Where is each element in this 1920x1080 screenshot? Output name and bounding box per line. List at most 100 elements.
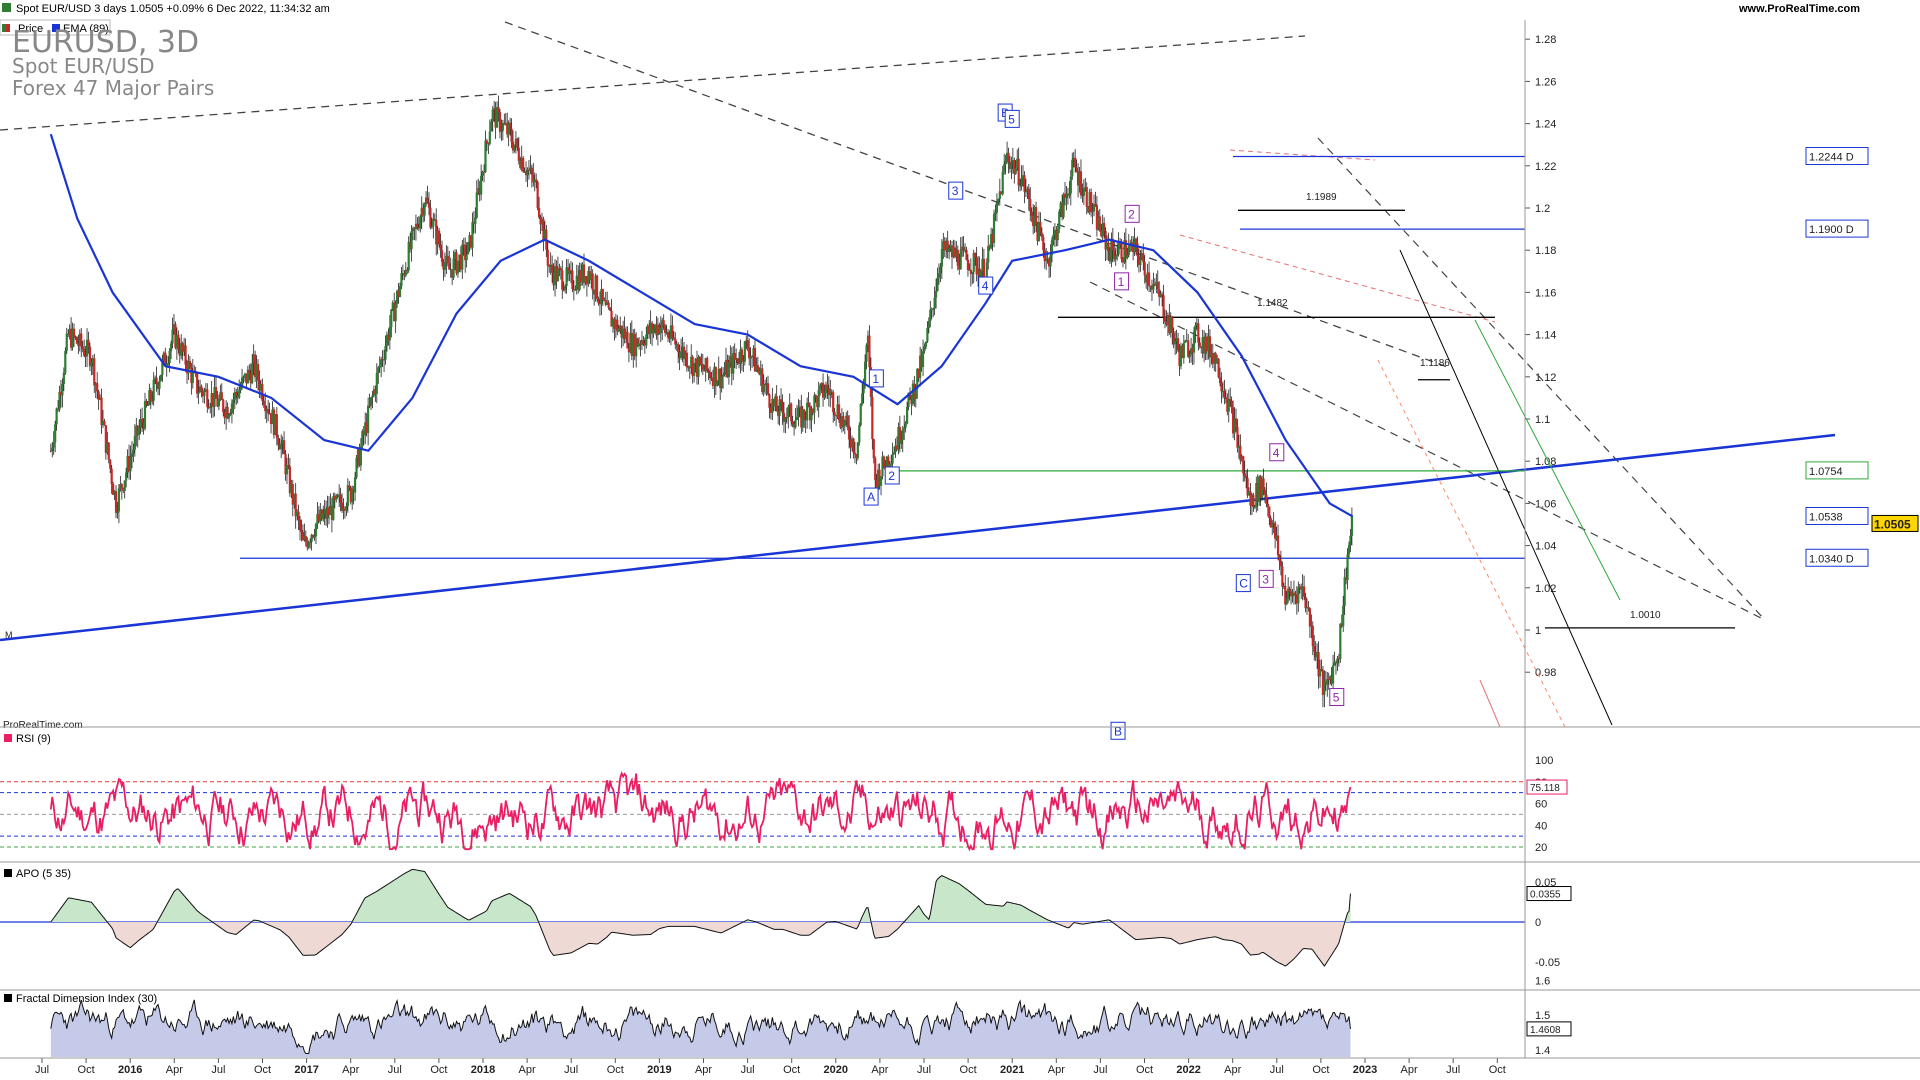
level-box[interactable]: [1805, 461, 1869, 480]
candle-body: [1346, 554, 1349, 581]
price-legend-label[interactable]: Price: [18, 23, 43, 35]
price-annotation: 1.1989: [1306, 192, 1337, 203]
candle-body: [992, 213, 996, 243]
candle-body: [1150, 286, 1154, 290]
candle-body: [1040, 232, 1043, 238]
candle-body: [721, 374, 725, 377]
candle-body: [535, 179, 538, 182]
candle-body: [509, 122, 512, 129]
candle-body: [1159, 293, 1162, 297]
candle-body: [958, 265, 961, 270]
candle-body: [491, 109, 494, 122]
candle-body: [98, 397, 102, 400]
candle-body: [1317, 652, 1320, 677]
price-tick-label: 1.2: [1535, 203, 1550, 215]
price-panel[interactable]: 1.28 1.26 1.24 1.22 1.2 1.18 1.16 1.14 1.12 1.1 1.…: [0, 21, 1919, 740]
price-tick-label: 1.28: [1535, 34, 1556, 46]
candle-body: [572, 288, 575, 291]
candle-body: [56, 408, 60, 410]
candle-body: [863, 361, 867, 383]
trendline-dashed-channel-2: [1317, 137, 1766, 621]
candle-body: [588, 271, 591, 281]
candle-body: [340, 502, 344, 511]
candle-body: [256, 364, 260, 381]
candle-body: [700, 364, 703, 366]
wave-label-box: [1114, 272, 1130, 291]
level-box[interactable]: [1805, 548, 1869, 567]
candle-body: [1336, 658, 1339, 664]
rsi-panel[interactable]: 1008060402075.118: [0, 755, 1568, 854]
candle-body: [1268, 506, 1271, 519]
candle-body: [52, 442, 55, 448]
candle-body: [348, 485, 351, 488]
candle-body: [1117, 244, 1120, 255]
candle-body: [672, 337, 675, 339]
price-annotation: 1.1186: [1420, 358, 1450, 369]
candle-body: [603, 299, 606, 301]
candle-body: [956, 249, 959, 266]
candle-body: [1258, 476, 1261, 502]
candle-body: [75, 337, 78, 344]
candle-body: [859, 403, 862, 426]
candle-body: [336, 495, 339, 497]
candle-body: [1310, 625, 1313, 627]
candle-body: [623, 328, 626, 339]
source-label: ProRealTime.com: [3, 720, 83, 731]
candle-body: [652, 328, 655, 334]
time-tick-label: Apr: [1224, 1064, 1241, 1076]
candle-body: [1110, 238, 1113, 262]
candle-body: [645, 334, 648, 346]
candle-body: [1340, 623, 1343, 627]
candle-body: [335, 495, 338, 500]
level-box[interactable]: [1805, 219, 1869, 238]
candle-body: [83, 348, 86, 356]
candle-body: [1188, 354, 1191, 357]
candle-body: [459, 254, 462, 270]
candle-body: [68, 328, 71, 336]
candle-body: [94, 383, 97, 386]
apo-negative-area: [50, 922, 1351, 967]
candle-body: [446, 255, 449, 264]
candle-body: [1210, 353, 1213, 358]
candle-body: [382, 359, 386, 361]
candle-body: [823, 393, 826, 398]
candle-body: [516, 138, 519, 148]
candle-body: [1088, 192, 1091, 213]
candle-body: [681, 346, 684, 352]
candle-body: [911, 383, 914, 405]
candle-body: [753, 348, 757, 372]
candle-body: [995, 202, 999, 213]
candle-body: [116, 511, 119, 513]
candle-body: [112, 483, 115, 495]
candle-body: [169, 343, 173, 352]
ema-legend-label[interactable]: EMA (89): [63, 23, 109, 35]
candle-body: [507, 122, 510, 135]
level-box[interactable]: [1805, 506, 1869, 525]
candle-body: [517, 147, 520, 161]
candle-body: [338, 494, 341, 497]
fdi-panel[interactable]: 1.6 1.5 1.4 1.4608: [50, 975, 1572, 1057]
fdi-area: [50, 999, 1351, 1057]
candle-body: [566, 267, 570, 275]
candle-body: [1176, 338, 1180, 351]
candle-body: [501, 122, 504, 131]
candle-body: [1308, 608, 1311, 627]
candle-body: [739, 349, 742, 364]
candle-body: [436, 230, 439, 245]
candle-body: [1032, 215, 1035, 227]
candle-body: [1253, 506, 1256, 508]
candle-body: [710, 377, 713, 379]
candle-body: [691, 356, 694, 376]
instrument-name: Spot EUR/USD: [12, 54, 154, 78]
apo-value-box: [1526, 886, 1572, 902]
candle-body: [206, 389, 209, 408]
candle-body: [433, 218, 436, 221]
candle-body: [465, 254, 468, 261]
apo-panel[interactable]: 0.05 0 -0.05 0.0355: [0, 868, 1572, 969]
candle-body: [906, 406, 909, 424]
candle-body: [329, 505, 332, 515]
candle-body: [914, 389, 917, 399]
candle-body: [832, 392, 835, 413]
level-box[interactable]: [1805, 147, 1869, 166]
